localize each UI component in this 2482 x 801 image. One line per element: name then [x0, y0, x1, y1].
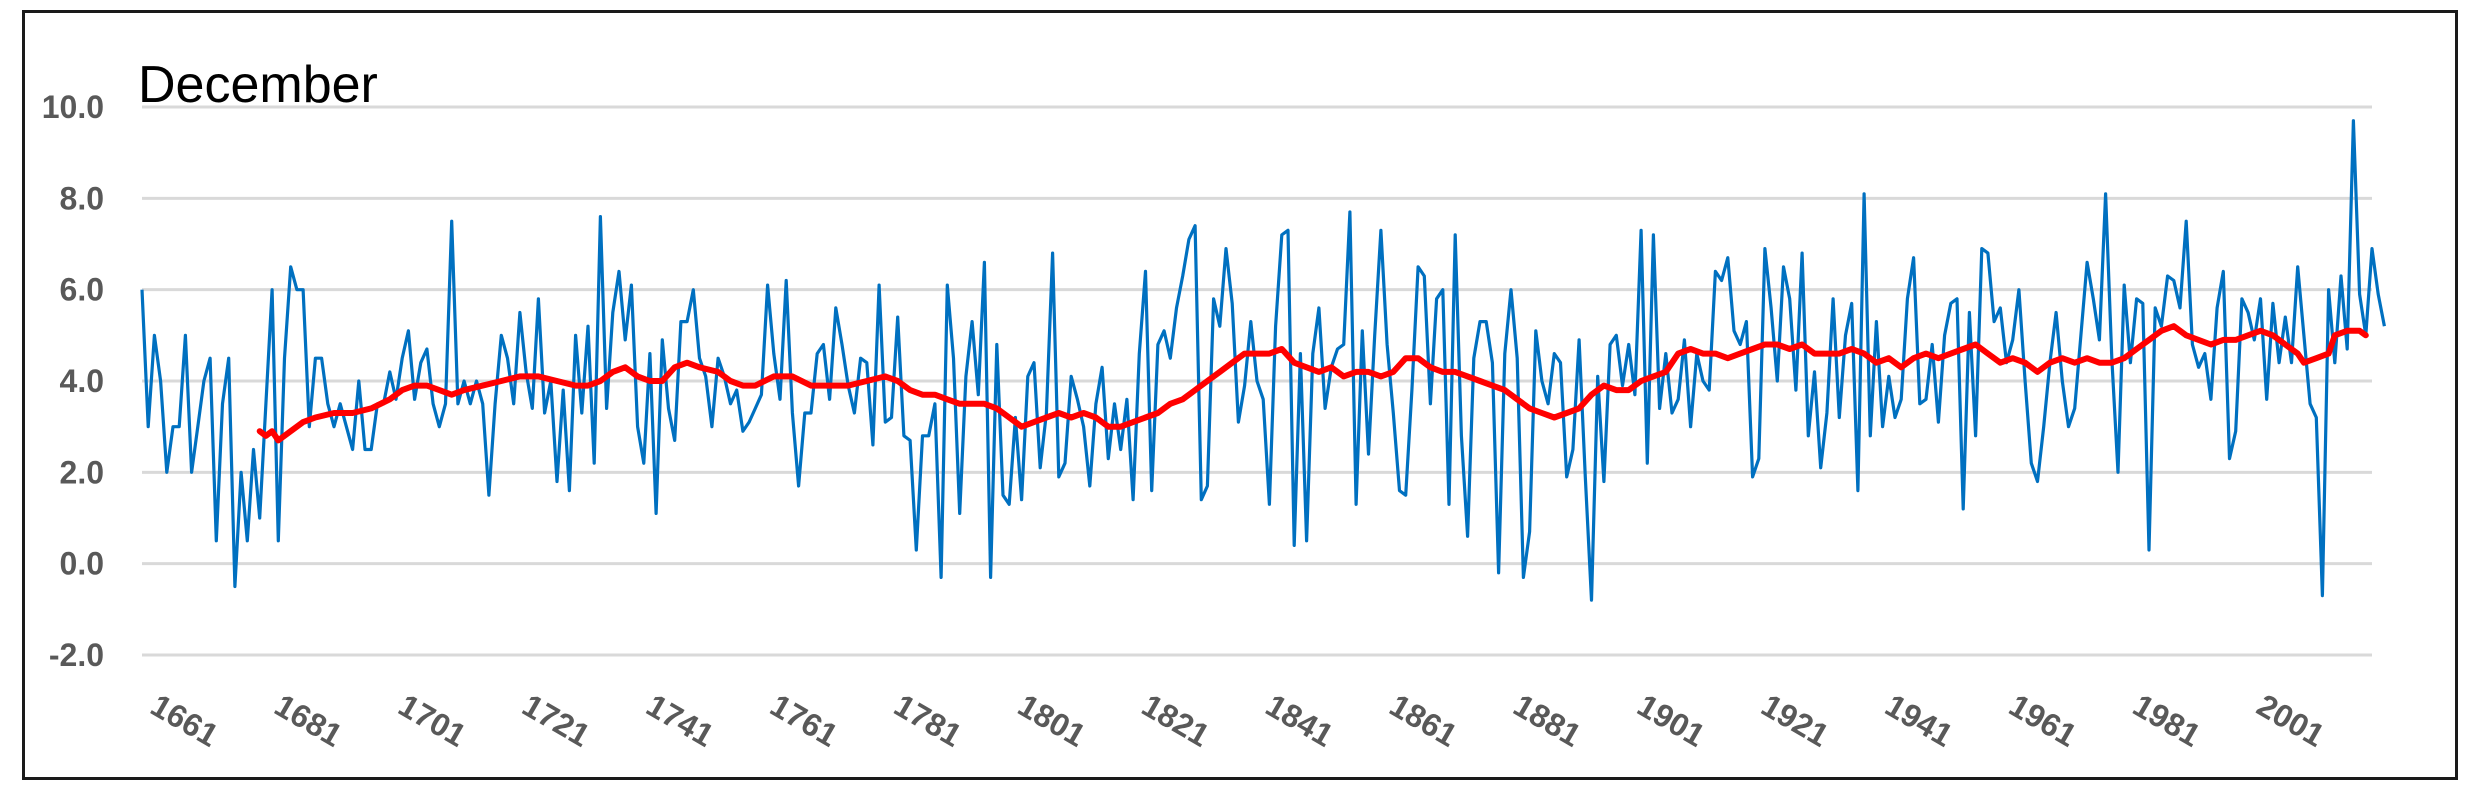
x-tick-label: 1661 [145, 687, 225, 754]
x-tick-label: 1741 [640, 687, 720, 754]
x-tick-label: 1821 [1136, 687, 1216, 754]
y-axis-ticks: -2.0 0.0 2.0 4.0 6.0 8.0 10.0 [42, 89, 104, 673]
x-tick-label: 1781 [888, 687, 968, 754]
x-tick-label: 1941 [1879, 687, 1959, 754]
x-tick-label: 1861 [1384, 687, 1464, 754]
y-tick-label: 4.0 [60, 363, 104, 399]
y-tick-label: 8.0 [60, 180, 104, 216]
x-tick-label: 1801 [1012, 687, 1092, 754]
series-line-annual [140, 119, 2386, 602]
y-tick-label: -2.0 [49, 637, 104, 673]
x-tick-label: 1721 [517, 687, 597, 754]
chart-title: December [138, 56, 378, 114]
y-tick-label: 10.0 [42, 89, 104, 125]
x-tick-label: 1961 [2003, 687, 2083, 754]
x-tick-label: 1901 [1632, 687, 1712, 754]
y-tick-label: 2.0 [60, 454, 104, 490]
x-tick-label: 1881 [1508, 687, 1588, 754]
x-tick-label: 1681 [269, 687, 349, 754]
series-line-moving-average [256, 323, 2369, 444]
y-tick-label: 0.0 [60, 546, 104, 582]
gridlines [142, 105, 2372, 657]
x-tick-label: 1701 [393, 687, 473, 754]
y-tick-label: 6.0 [60, 272, 104, 308]
x-axis-ticks: 1661 1681 1701 1721 1741 1761 1781 1801 1821 1841… [145, 687, 2331, 754]
x-tick-label: 2001 [2251, 687, 2331, 754]
x-tick-label: 1981 [2127, 687, 2207, 754]
x-tick-label: 1761 [764, 687, 844, 754]
chart-frame [22, 10, 2458, 780]
x-tick-label: 1841 [1260, 687, 1340, 754]
x-tick-label: 1921 [1755, 687, 1835, 754]
